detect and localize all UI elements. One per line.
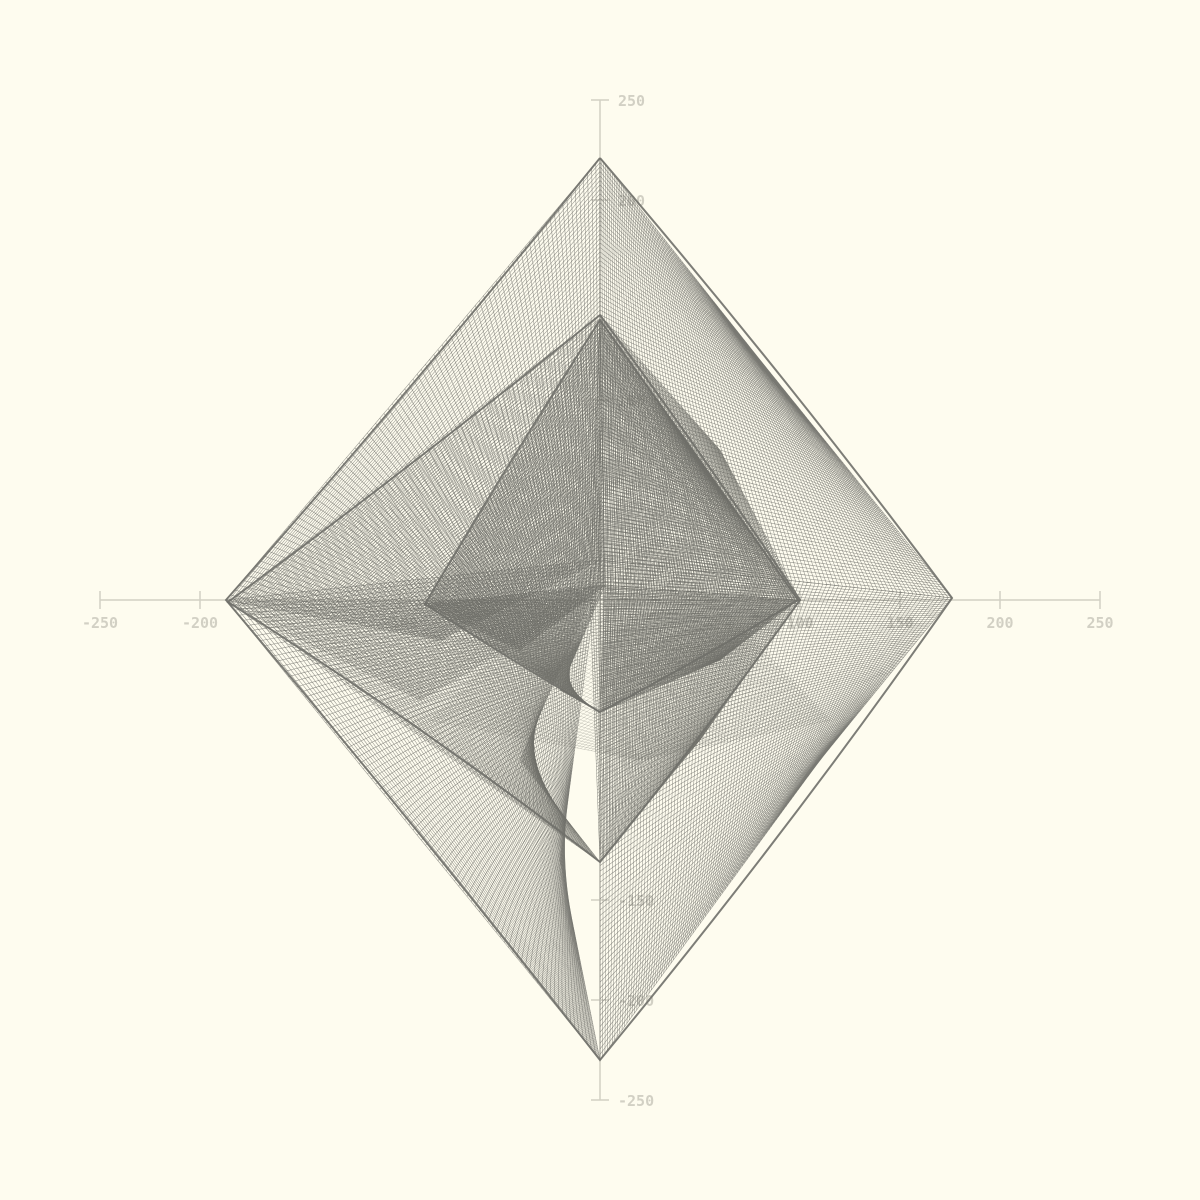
x-tick-label: 250 <box>1086 614 1113 632</box>
outer-outline <box>224 157 954 1062</box>
inner-diamond-upper-right <box>599 319 799 601</box>
x-tick-label: 200 <box>986 614 1013 632</box>
offset-lobe-lines-u <box>429 519 831 761</box>
inner-diamond-upper-left-lines-v <box>424 319 606 651</box>
y-tick-label: -250 <box>618 1092 654 1110</box>
diamond-outlines <box>224 157 954 1062</box>
x-tick-label: -200 <box>182 614 218 632</box>
inner-diamond-lower-right <box>599 584 799 713</box>
wireframe-mesh <box>224 157 954 1062</box>
offset-lobe <box>429 519 831 761</box>
inner-diamond-lower-left <box>424 584 606 713</box>
middle-outline <box>226 314 802 864</box>
inner-diamond-lower-right-lines-v <box>599 584 799 713</box>
inner-outline <box>423 319 800 714</box>
middle-diamond-lower-left <box>227 599 601 863</box>
offset-lobe-lines-v <box>429 519 831 761</box>
middle-diamond-lower-left-lines-v <box>228 599 601 863</box>
y-tick-label: 250 <box>618 92 645 110</box>
x-tick-label: -250 <box>82 614 118 632</box>
inner-diamond-lower-left-lines-v <box>424 584 606 713</box>
